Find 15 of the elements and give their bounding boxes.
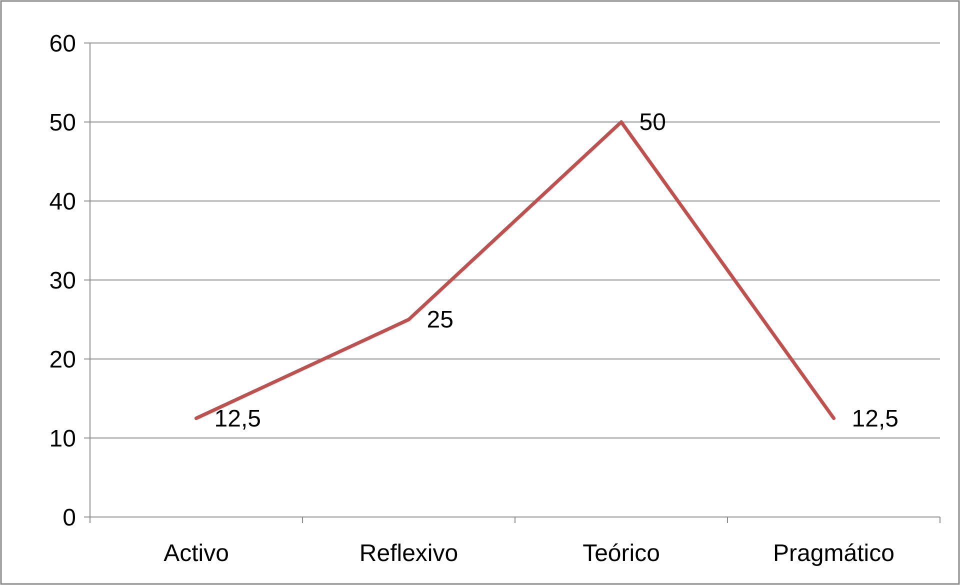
data-label: 50 [639,109,666,136]
data-label: 12,5 [214,405,261,432]
y-tick-label: 40 [49,188,76,216]
y-tick-label: 0 [62,504,76,532]
x-tick-label: Teórico [582,540,660,567]
x-tick-label: Activo [164,540,229,567]
data-label: 12,5 [852,405,898,432]
x-tick-label: Reflexivo [359,540,458,567]
y-tick-label: 60 [49,30,76,58]
y-tick-label: 30 [49,267,76,294]
data-label: 25 [426,306,454,334]
y-tick-label: 20 [49,346,76,374]
x-tick-label: Pragmático [773,540,894,567]
y-tick-label: 10 [49,425,76,452]
y-tick-label: 50 [49,109,76,136]
